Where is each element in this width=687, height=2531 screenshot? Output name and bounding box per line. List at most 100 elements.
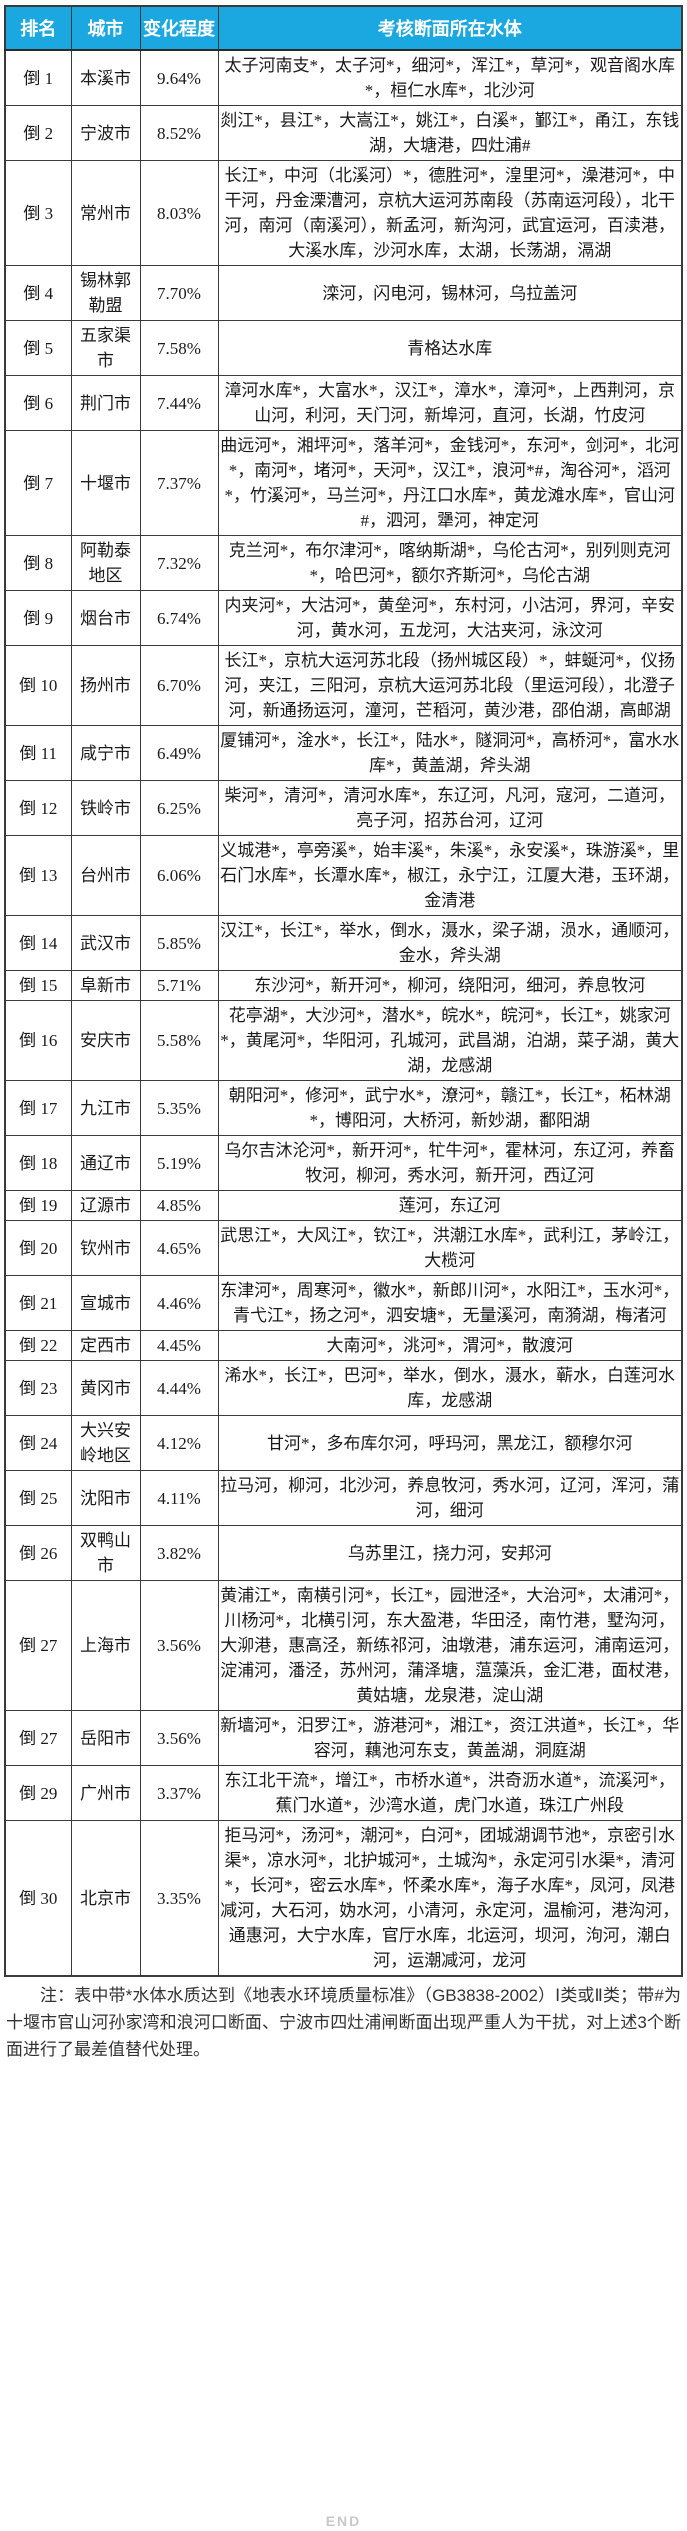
- change-cell: 6.06%: [139, 835, 219, 916]
- city-cell: 广州市: [70, 1765, 141, 1821]
- waters-cell: 长江*，京杭大运河苏北段（扬州城区段）*，蚌蜒河*，仪扬河，夹江，三阳河，京杭大…: [217, 645, 683, 726]
- change-cell: 5.35%: [139, 1080, 219, 1136]
- change-cell: 6.49%: [139, 725, 219, 781]
- city-cell: 十堰市: [70, 430, 141, 536]
- waters-cell: 义城港*，亭旁溪*，始丰溪*，朱溪*，永安溪*，珠游溪*，里石门水库*，长潭水库…: [217, 835, 683, 916]
- table-row: 倒 22 定西市 4.45% 大南河*，洮河*，渭河*，散渡河: [4, 1330, 683, 1361]
- rank-cell: 倒 26: [4, 1525, 72, 1581]
- change-cell: 3.37%: [139, 1765, 219, 1821]
- change-cell: 3.56%: [139, 1710, 219, 1766]
- city-cell: 上海市: [70, 1580, 141, 1711]
- table-row: 倒 13 台州市 6.06% 义城港*，亭旁溪*，始丰溪*，朱溪*，永安溪*，珠游溪*…: [4, 835, 683, 916]
- city-cell: 武汉市: [70, 915, 141, 971]
- waters-cell: 厦铺河*，淦水*，长江*，陆水*，隧洞河*，高桥河*，富水水库*，黄盖湖，斧头湖: [217, 725, 683, 781]
- city-cell: 北京市: [70, 1820, 141, 1977]
- rank-cell: 倒 15: [4, 970, 72, 1001]
- table-row: 倒 30 北京市 3.35% 拒马河*，汤河*，潮河*，白河*，团城湖调节池*，京密引…: [4, 1820, 683, 1977]
- change-cell: 4.11%: [139, 1470, 219, 1526]
- change-cell: 6.25%: [139, 780, 219, 836]
- change-cell: 8.52%: [139, 105, 219, 161]
- city-cell: 铁岭市: [70, 780, 141, 836]
- change-cell: 5.19%: [139, 1135, 219, 1191]
- waters-cell: 大南河*，洮河*，渭河*，散渡河: [217, 1330, 683, 1361]
- table-row: 倒 12 铁岭市 6.25% 柴河*，清河*，清河水库*，东辽河，凡河，寇河，二道河，…: [4, 780, 683, 836]
- waters-cell: 汉江*，长江*，举水，倒水，滠水，梁子湖，涢水，通顺河，金水，斧头湖: [217, 915, 683, 971]
- waters-cell: 黄浦江*，南横引河*，长江*，园泄泾*，大治河*，太浦河*，川杨河*，北横引河，…: [217, 1580, 683, 1711]
- table-row: 倒 2 宁波市 8.52% 剡江*，县江*，大嵩江*，姚江*，白溪*，鄞江*，甬江，东…: [4, 105, 683, 161]
- city-cell: 荆门市: [70, 375, 141, 431]
- rank-cell: 倒 2: [4, 105, 72, 161]
- city-cell: 双鸭山市: [70, 1525, 141, 1581]
- city-cell: 锡林郭勒盟: [70, 265, 141, 321]
- rank-cell: 倒 24: [4, 1415, 72, 1471]
- table-row: 倒 4 锡林郭勒盟 7.70% 滦河，闪电河，锡林河，乌拉盖河: [4, 265, 683, 321]
- rank-cell: 倒 22: [4, 1330, 72, 1361]
- waters-cell: 东江北干流*，增江*，市桥水道*，洪奇沥水道*，流溪河*，蕉门水道*，沙湾水道，…: [217, 1765, 683, 1821]
- table-row: 倒 5 五家渠市 7.58% 青格达水库: [4, 320, 683, 376]
- change-cell: 5.71%: [139, 970, 219, 1001]
- city-cell: 本溪市: [70, 49, 141, 106]
- waters-cell: 曲远河*，湘坪河*，落羊河*，金钱河*，东河*，剑河*，北河*，南河*，堵河*，…: [217, 430, 683, 536]
- waters-cell: 东津河*，周寒河*，徽水*，新郎川河*，水阳江*，玉水河*，青弋江*，扬之河*，…: [217, 1275, 683, 1331]
- waters-cell: 乌苏里江，挠力河，安邦河: [217, 1525, 683, 1581]
- table-row: 倒 27 岳阳市 3.56% 新墙河*，汨罗江*，游港河*，湘江*，资江洪道*，长江*…: [4, 1710, 683, 1766]
- table-row: 倒 10 扬州市 6.70% 长江*，京杭大运河苏北段（扬州城区段）*，蚌蜒河*，仪扬…: [4, 645, 683, 726]
- waters-cell: 拉马河，柳河，北沙河，养息牧河，秀水河，辽河，浑河，蒲河，细河: [217, 1470, 683, 1526]
- rank-cell: 倒 11: [4, 725, 72, 781]
- water-quality-ranking-table: 排名 城市 变化程度 考核断面所在水体 倒 1 本溪市 9.64% 太子河南支*，太子…: [4, 5, 683, 1977]
- rank-cell: 倒 5: [4, 320, 72, 376]
- change-cell: 7.44%: [139, 375, 219, 431]
- change-cell: 4.12%: [139, 1415, 219, 1471]
- table-row: 倒 19 辽源市 4.85% 莲河，东辽河: [4, 1190, 683, 1221]
- table-row: 倒 24 大兴安岭地区 4.12% 甘河*，多布库尔河，呼玛河，黑龙江，额穆尔河: [4, 1415, 683, 1471]
- waters-cell: 乌尔吉沐沦河*，新开河*，牤牛河*，霍林河，东辽河，养畜牧河，柳河，秀水河，新开…: [217, 1135, 683, 1191]
- table-row: 倒 11 咸宁市 6.49% 厦铺河*，淦水*，长江*，陆水*，隧洞河*，高桥河*，富…: [4, 725, 683, 781]
- city-cell: 沈阳市: [70, 1470, 141, 1526]
- table-row: 倒 15 阜新市 5.71% 东沙河*，新开河*，柳河，绕阳河，细河，养息牧河: [4, 970, 683, 1001]
- column-header-waters: 考核断面所在水体: [217, 5, 683, 51]
- waters-cell: 太子河南支*，太子河*，细河*，浑江*，草河*，观音阁水库*，桓仁水库*，北沙河: [217, 49, 683, 106]
- change-cell: 6.70%: [139, 645, 219, 726]
- rank-cell: 倒 9: [4, 590, 72, 646]
- table-row: 倒 14 武汉市 5.85% 汉江*，长江*，举水，倒水，滠水，梁子湖，涢水，通顺河，…: [4, 915, 683, 971]
- rank-cell: 倒 13: [4, 835, 72, 916]
- change-cell: 7.58%: [139, 320, 219, 376]
- change-cell: 5.58%: [139, 1000, 219, 1081]
- city-cell: 宣城市: [70, 1275, 141, 1331]
- table-row: 倒 16 安庆市 5.58% 花亭湖*，大沙河*，潜水*，皖水*，皖河*，长江*，姚家…: [4, 1000, 683, 1081]
- change-cell: 7.70%: [139, 265, 219, 321]
- city-cell: 阜新市: [70, 970, 141, 1001]
- rank-cell: 倒 25: [4, 1470, 72, 1526]
- rank-cell: 倒 12: [4, 780, 72, 836]
- table-row: 倒 17 九江市 5.35% 朝阳河*，修河*，武宁水*，潦河*，赣江*，长江*，柘林…: [4, 1080, 683, 1136]
- waters-cell: 青格达水库: [217, 320, 683, 376]
- rank-cell: 倒 29: [4, 1765, 72, 1821]
- city-cell: 台州市: [70, 835, 141, 916]
- change-cell: 3.82%: [139, 1525, 219, 1581]
- table-row: 倒 26 双鸭山市 3.82% 乌苏里江，挠力河，安邦河: [4, 1525, 683, 1581]
- waters-cell: 拒马河*，汤河*，潮河*，白河*，团城湖调节池*，京密引水渠*，凉水河*，北护城…: [217, 1820, 683, 1977]
- table-header-row: 排名 城市 变化程度 考核断面所在水体: [4, 5, 683, 51]
- end-marker: END: [325, 2513, 362, 2529]
- city-cell: 钦州市: [70, 1220, 141, 1276]
- rank-cell: 倒 23: [4, 1360, 72, 1416]
- city-cell: 咸宁市: [70, 725, 141, 781]
- city-cell: 辽源市: [70, 1190, 141, 1221]
- change-cell: 4.45%: [139, 1330, 219, 1361]
- city-cell: 烟台市: [70, 590, 141, 646]
- rank-cell: 倒 1: [4, 49, 72, 106]
- change-cell: 7.37%: [139, 430, 219, 536]
- rank-cell: 倒 10: [4, 645, 72, 726]
- city-cell: 通辽市: [70, 1135, 141, 1191]
- city-cell: 五家渠市: [70, 320, 141, 376]
- column-header-change: 变化程度: [139, 5, 219, 51]
- rank-cell: 倒 18: [4, 1135, 72, 1191]
- table-row: 倒 8 阿勒泰地区 7.32% 克兰河*，布尔津河*，喀纳斯湖*，乌伦古河*，别列则克…: [4, 535, 683, 591]
- change-cell: 4.85%: [139, 1190, 219, 1221]
- rank-cell: 倒 4: [4, 265, 72, 321]
- table-row: 倒 27 上海市 3.56% 黄浦江*，南横引河*，长江*，园泄泾*，大治河*，太浦河…: [4, 1580, 683, 1711]
- city-cell: 黄冈市: [70, 1360, 141, 1416]
- table-row: 倒 23 黄冈市 4.44% 浠水*，长江*，巴河*，举水，倒水，滠水，蕲水，白莲河水…: [4, 1360, 683, 1416]
- city-cell: 定西市: [70, 1330, 141, 1361]
- waters-cell: 滦河，闪电河，锡林河，乌拉盖河: [217, 265, 683, 321]
